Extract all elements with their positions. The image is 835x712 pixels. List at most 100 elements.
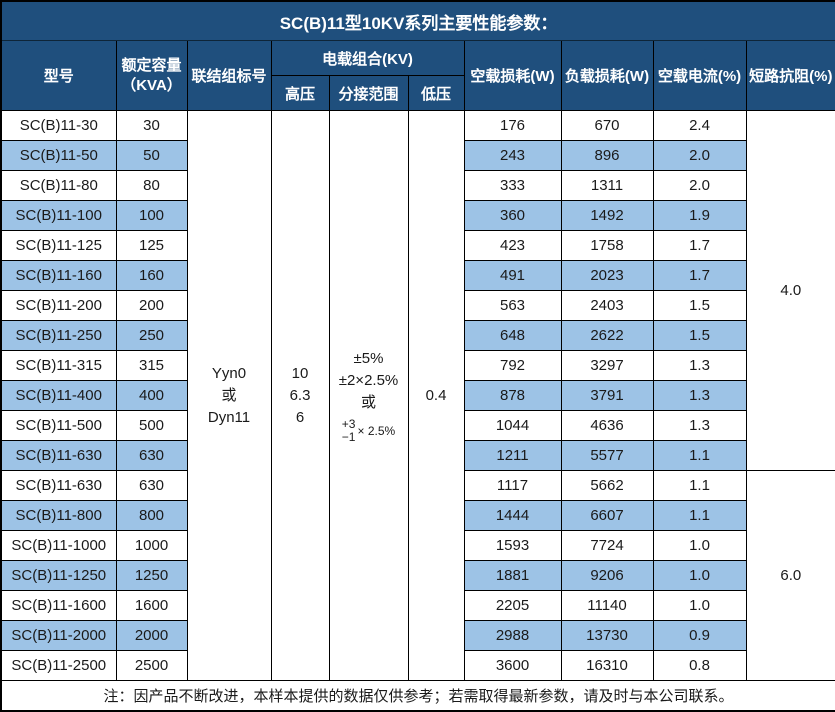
no-load-loss-cell: 792	[463, 350, 562, 381]
table-row: SC(B)11-1600 1600 2205 11140 1.0	[0, 590, 835, 621]
load-loss-cell: 11140	[560, 590, 654, 621]
table-row: SC(B)11-160 160 491 2023 1.7	[0, 260, 835, 291]
hv-line: 10	[291, 364, 309, 382]
table-row: SC(B)11-1000 1000 1593 7724 1.0	[0, 530, 835, 561]
connection-line: 或	[221, 386, 237, 404]
no-load-loss-cell: 648	[463, 320, 562, 351]
capacity-cell: 30	[115, 110, 188, 141]
capacity-cell: 315	[115, 350, 188, 381]
no-load-current-cell: 1.0	[652, 530, 747, 561]
capacity-cell: 160	[115, 260, 188, 291]
model-cell: SC(B)11-100	[0, 200, 117, 231]
no-load-loss-cell: 3600	[463, 650, 562, 681]
hv-line: 6.3	[289, 386, 311, 404]
capacity-cell: 250	[115, 320, 188, 351]
load-loss-cell: 7724	[560, 530, 654, 561]
load-loss-cell: 5577	[560, 440, 654, 471]
tap-stack: +3 −1 × 2.5%	[341, 416, 396, 444]
load-loss-cell: 9206	[560, 560, 654, 591]
no-load-current-cell: 1.5	[652, 320, 747, 351]
table-row: SC(B)11-200 200 563 2403 1.5	[0, 290, 835, 321]
no-load-loss-cell: 1444	[463, 500, 562, 531]
tap-stack-bottom: −1	[341, 429, 356, 444]
model-cell: SC(B)11-1000	[0, 530, 117, 561]
model-cell: SC(B)11-160	[0, 260, 117, 291]
no-load-current-cell: 2.0	[652, 170, 747, 201]
tap-stack-top: +3	[341, 416, 356, 431]
load-loss-cell: 16310	[560, 650, 654, 681]
col-header-short-circuit-impedance: 短路抗阻(%)	[745, 40, 835, 111]
model-cell: SC(B)11-200	[0, 290, 117, 321]
tap-line: ±5%	[353, 349, 384, 367]
table-row: SC(B)11-125 125 423 1758 1.7	[0, 230, 835, 261]
no-load-current-cell: 1.3	[652, 410, 747, 441]
capacity-cell: 2000	[115, 620, 188, 651]
tap-range-cell: ±5% ±2×2.5% 或 +3 −1 × 2.5%	[328, 110, 409, 681]
table-row: SC(B)11-100 100 360 1492 1.9	[0, 200, 835, 231]
no-load-loss-cell: 563	[463, 290, 562, 321]
table-row: SC(B)11-2500 2500 3600 16310 0.8	[0, 650, 835, 681]
capacity-cell: 125	[115, 230, 188, 261]
page-title: SC(B)11型10KV系列主要性能参数：	[0, 0, 835, 41]
col-header-capacity-line1: 额定容量	[121, 56, 182, 74]
model-cell: SC(B)11-500	[0, 410, 117, 441]
col-header-capacity: 额定容量 （KVA）	[115, 40, 188, 111]
load-loss-cell: 1758	[560, 230, 654, 261]
connection-line: Yyn0	[211, 364, 247, 382]
model-cell: SC(B)11-630	[0, 470, 117, 501]
col-header-tap-range: 分接范围	[328, 75, 409, 111]
load-loss-cell: 3297	[560, 350, 654, 381]
col-header-no-load-current: 空载电流(%)	[652, 40, 747, 111]
no-load-current-cell: 1.1	[652, 500, 747, 531]
load-loss-cell: 2403	[560, 290, 654, 321]
capacity-cell: 630	[115, 470, 188, 501]
col-header-low-voltage: 低压	[407, 75, 465, 111]
no-load-loss-cell: 1117	[463, 470, 562, 501]
model-cell: SC(B)11-2000	[0, 620, 117, 651]
capacity-cell: 80	[115, 170, 188, 201]
no-load-current-cell: 1.5	[652, 290, 747, 321]
capacity-cell: 630	[115, 440, 188, 471]
col-header-voltage-combination: 电载组合(KV)	[270, 40, 465, 76]
tap-stack-suffix: × 2.5%	[357, 423, 396, 438]
table-row: SC(B)11-630 630 1117 5662 1.1 6.0	[0, 470, 835, 681]
load-loss-cell: 2622	[560, 320, 654, 351]
connection-group-cell: Yyn0 或 Dyn11	[186, 110, 272, 681]
table-row: SC(B)11-315 315 792 3297 1.3	[0, 350, 835, 381]
model-cell: SC(B)11-800	[0, 500, 117, 531]
no-load-current-cell: 1.1	[652, 470, 747, 501]
table-row: SC(B)11-630 630 1211 5577 1.1	[0, 440, 835, 471]
load-loss-cell: 1492	[560, 200, 654, 231]
capacity-cell: 1600	[115, 590, 188, 621]
table-row: SC(B)11-2000 2000 2988 13730 0.9	[0, 620, 835, 651]
tap-line: ±2×2.5%	[338, 371, 399, 389]
no-load-current-cell: 1.3	[652, 380, 747, 411]
col-header-no-load-loss: 空载损耗(W)	[463, 40, 562, 111]
tap-line: 或	[360, 393, 376, 411]
high-voltage-cell: 10 6.3 6	[270, 110, 330, 681]
footer-note: 注：因产品不断改进，本样本提供的数据仅供参考；若需取得最新参数，请及时与本公司联…	[0, 680, 835, 712]
capacity-cell: 2500	[115, 650, 188, 681]
impedance-cell-lower: 6.0	[745, 470, 835, 681]
load-loss-cell: 1311	[560, 170, 654, 201]
col-header-connection-group: 联结组标号	[186, 40, 272, 111]
model-cell: SC(B)11-315	[0, 350, 117, 381]
model-cell: SC(B)11-50	[0, 140, 117, 171]
model-cell: SC(B)11-1600	[0, 590, 117, 621]
col-header-high-voltage: 高压	[270, 75, 330, 111]
no-load-loss-cell: 176	[463, 110, 562, 141]
no-load-loss-cell: 878	[463, 380, 562, 411]
model-cell: SC(B)11-250	[0, 320, 117, 351]
no-load-current-cell: 1.3	[652, 350, 747, 381]
capacity-cell: 1250	[115, 560, 188, 591]
table-row: SC(B)11-500 500 1044 4636 1.3	[0, 410, 835, 441]
load-loss-cell: 6607	[560, 500, 654, 531]
col-header-load-loss: 负载损耗(W)	[560, 40, 654, 111]
no-load-loss-cell: 333	[463, 170, 562, 201]
no-load-current-cell: 0.8	[652, 650, 747, 681]
no-load-loss-cell: 243	[463, 140, 562, 171]
capacity-cell: 200	[115, 290, 188, 321]
col-header-model: 型号	[0, 40, 117, 111]
model-cell: SC(B)11-30	[0, 110, 117, 141]
